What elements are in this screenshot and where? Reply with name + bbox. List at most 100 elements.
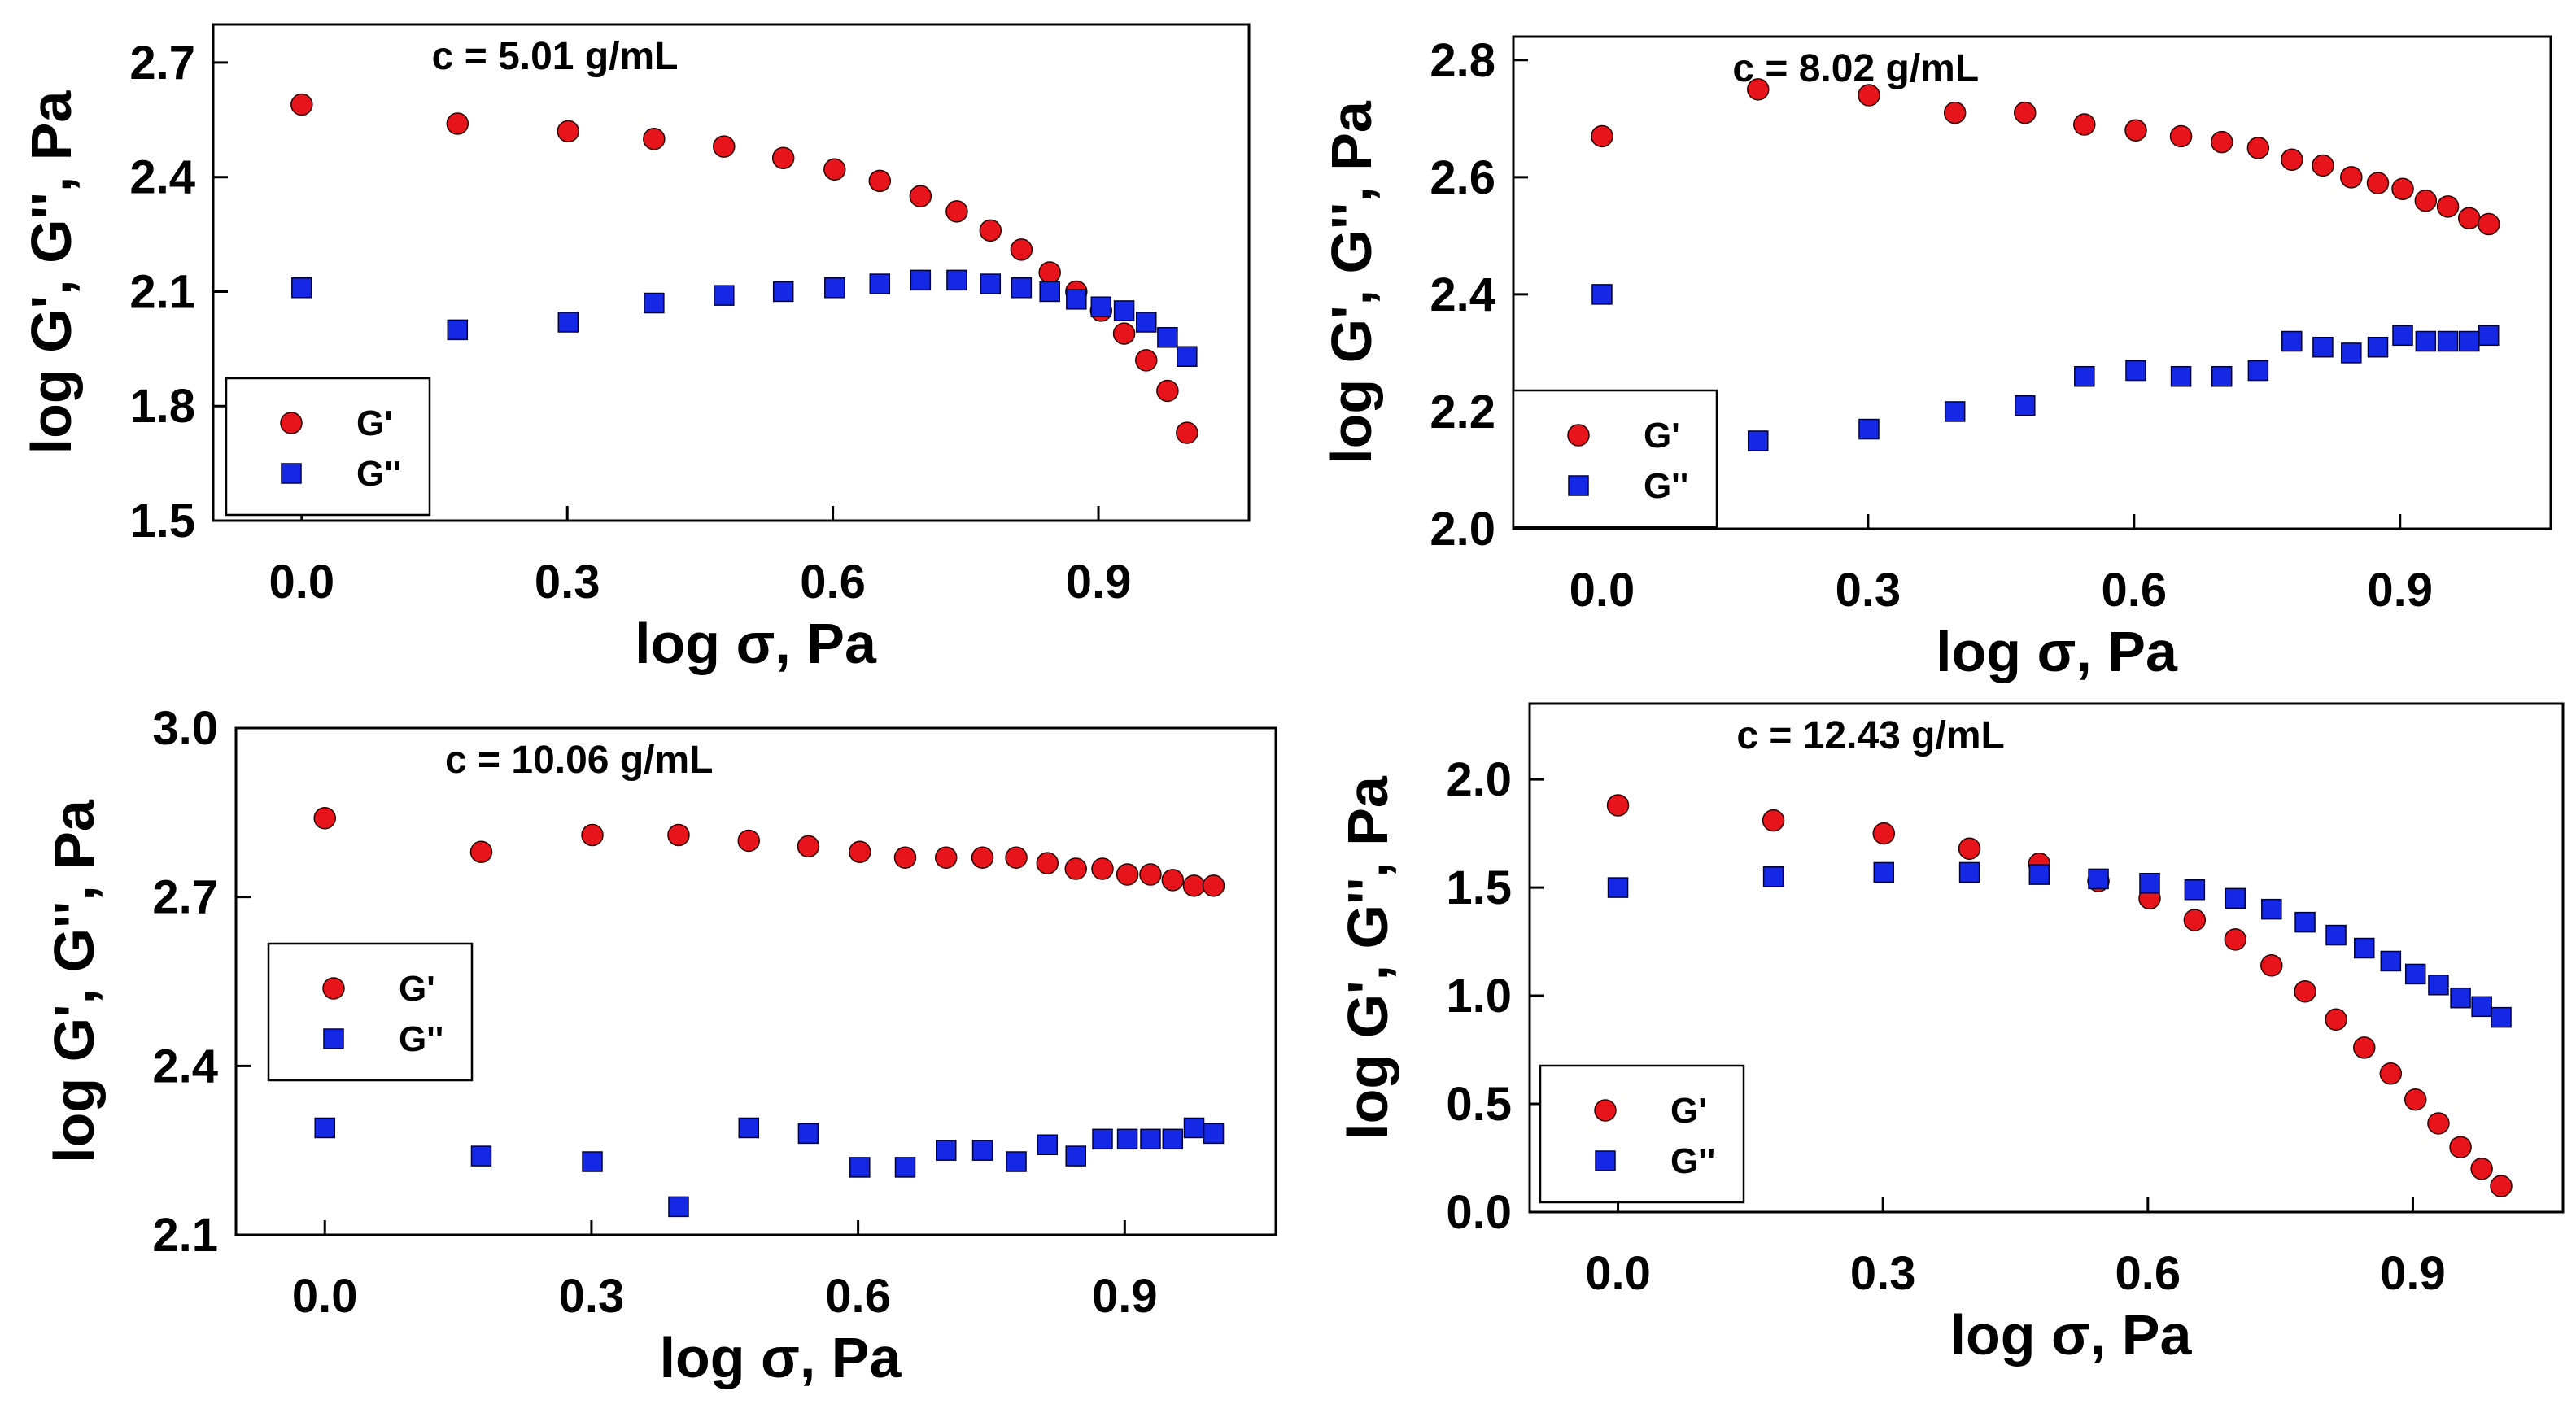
g-double-prime-point [582,1151,603,1172]
g-prime-point [1606,794,1630,817]
g-double-prime-point [2247,360,2269,382]
g-prime-point [1010,238,1033,261]
g-double-prime-point [2415,330,2437,352]
g-prime-point [2414,189,2438,212]
x-tick-label: 0.3 [559,1270,625,1323]
chart-panel-2: 0.0 0.3 0.6 0.9 2.0 2.2 2.4 2.6 2.8 log σ, Pa log … [1320,34,2552,683]
legend-marker-g-double-prime [281,463,302,484]
y-tick-label: 2.8 [1430,34,1495,87]
legend-label: G' [356,403,393,443]
y-tick-label: 0.0 [1446,1186,1512,1239]
g-prime-point [1591,124,1613,148]
g-double-prime-point [2471,996,2492,1018]
legend-label: G'' [399,1019,443,1059]
g-double-prime-point [2458,330,2480,352]
y-tick-label: 2.1 [152,1209,218,1262]
g-prime-point [581,823,604,847]
g-double-prime-point [1607,877,1629,898]
x-tick-label: 0.3 [1836,564,1901,617]
g-prime-point [557,120,580,143]
y-tick-label: 0.5 [1446,1078,1512,1131]
g-prime-point [1038,261,1061,284]
y-axis-label: log G', G'', Pa [20,90,83,455]
y-tick-label: 2.0 [1446,753,1512,806]
y-tick-label: 2.2 [1430,386,1495,438]
x-tick-label: 0.6 [800,556,866,608]
g-prime-point [446,112,469,135]
g-double-prime-point [2478,325,2500,347]
g-double-prime-point [971,1140,993,1161]
g-double-prime-point [1037,1134,1059,1155]
legend-label: G'' [356,454,401,494]
g-prime-point [771,146,795,169]
chart-panel-4: 0.0 0.3 0.6 0.9 0.0 0.5 1.0 1.5 2.0 log σ, Pa log … [1336,702,2565,1367]
g-prime-point [2124,119,2147,142]
g-prime-point [1182,874,1206,897]
legend-label: G'' [1670,1141,1715,1181]
x-axis-label: log σ, Pa [1950,1303,2193,1367]
g-double-prime-point [470,1145,492,1167]
g-double-prime-point [1011,277,1033,299]
chart-title: c = 10.06 g/mL [445,739,714,782]
x-tick-label: 0.0 [292,1270,358,1323]
g-prime-point [1747,78,1770,101]
y-tick-label: 2.7 [152,871,218,924]
legend-marker-g-double-prime [323,1028,344,1049]
g-prime-point [2246,137,2270,159]
legend: G' G'' [267,942,474,1082]
g-double-prime-point [644,292,665,314]
plot-frame [1512,35,2552,530]
legend-marker-g-prime [1594,1099,1617,1122]
y-axis-label: log G', G'', Pa [1320,100,1383,464]
x-axis-label: log σ, Pa [1936,620,2178,683]
g-double-prime-point [1858,418,1880,440]
g-prime-point [2379,1062,2403,1085]
legend-marker-g-prime [280,412,303,434]
g-double-prime-point [1092,1128,1113,1150]
g-prime-point [2224,928,2247,951]
legend-marker-g-double-prime [1568,475,1589,496]
g-prime-point [2210,130,2233,154]
legend-box [1512,389,1718,529]
g-prime-point [1858,84,1880,107]
legend-label: G' [1644,416,1680,456]
g-prime-point [909,185,932,207]
g-prime-point [2325,1008,2347,1031]
g-double-prime-point [2125,360,2146,382]
g-double-prime-point [946,269,967,291]
legend: G' G'' [225,377,431,517]
g-prime-point [2470,1158,2493,1180]
g-prime-point [2183,909,2207,931]
x-tick-label: 0.0 [269,556,334,608]
g-double-prime-point [772,281,794,303]
g-prime-point [2312,154,2334,177]
g-prime-point [1202,874,1225,897]
g-double-prime-point [2392,325,2413,347]
g-prime-point [893,846,917,869]
g-prime-point [979,219,1002,242]
g-double-prime-point [1113,300,1135,321]
g-double-prime-point [2028,864,2050,885]
legend-marker-g-prime [1567,424,1590,447]
g-double-prime-point [557,312,579,333]
g-prime-point [1762,809,1785,832]
g-prime-point [2340,166,2363,189]
g-prime-point [1161,869,1185,892]
y-axis-label: log G', G'', Pa [42,799,106,1163]
g-prime-point [2449,1136,2472,1158]
g-double-prime-point [2404,963,2426,985]
g-double-prime-point [2184,879,2206,901]
x-tick-label: 0.3 [535,556,600,608]
x-tick-label: 0.6 [2115,1247,2181,1300]
g-prime-point [945,200,968,223]
legend: G' G'' [1512,389,1718,529]
g-double-prime-point [1136,312,1157,333]
x-axis-label: log σ, Pa [635,612,877,675]
g-prime-point [1872,822,1896,845]
x-tick-label: 0.9 [1092,1270,1158,1323]
g-prime-point [667,823,690,847]
g-double-prime-point [1177,346,1198,367]
g-double-prime-point [2450,987,2471,1009]
g-double-prime-point [314,1117,335,1139]
